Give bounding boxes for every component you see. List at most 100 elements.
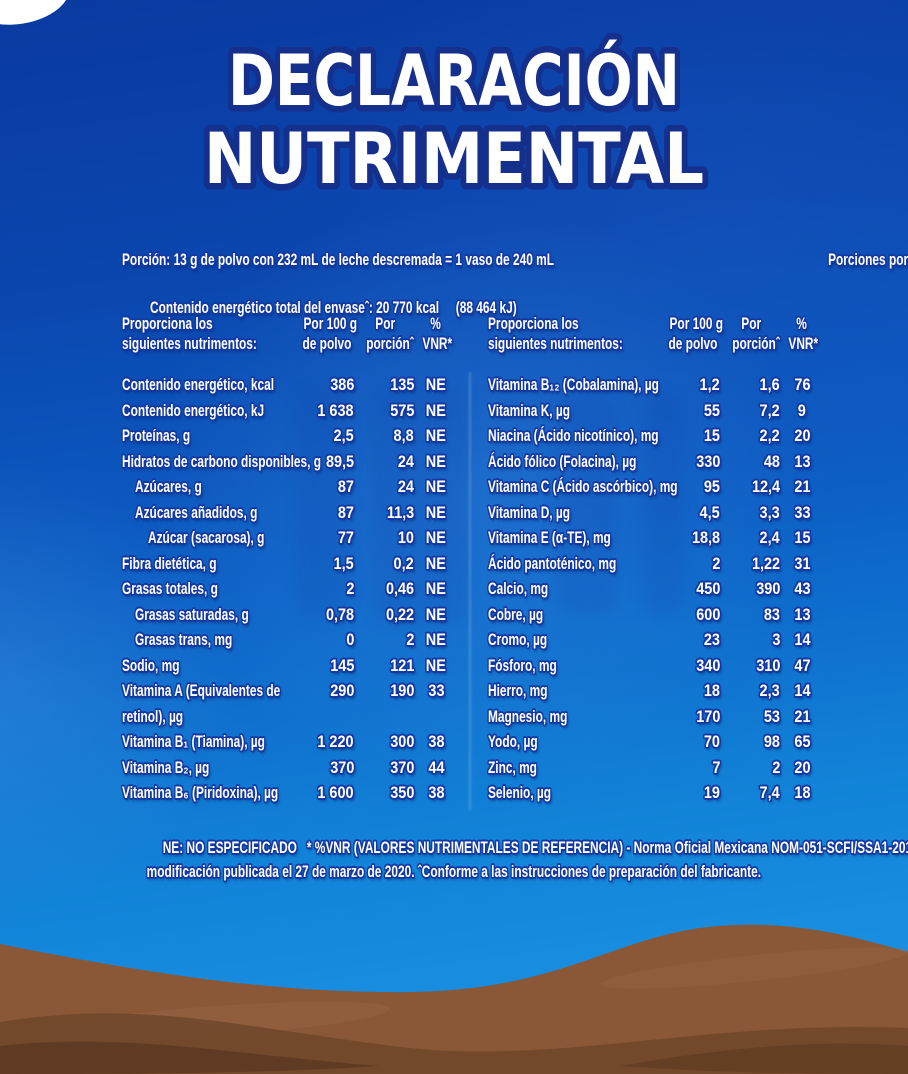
value-per-100g: 18 [703,681,720,700]
nutrient-label: Yodo, µg [488,732,538,751]
value-vnr-percent: 15 [793,528,811,547]
table-row: Vitamina E (α-TE), mg 18,8 2,4 15 [488,525,822,551]
value-vnr-percent: 33 [427,681,445,700]
value-per-100g: 1 600 [317,783,354,802]
value-per-100g: 1,2 [699,375,720,394]
embossed-ghost-shape [296,388,350,620]
table-row: Cobre, µg 600 83 13 [488,602,822,628]
value-per-100g: 370 [329,757,354,777]
table-row: Niacina (Ácido nicotínico), mg 15 2,2 20 [488,423,822,449]
value-per-portion: 0,46 [385,579,414,598]
nutrient-label: Vitamina K, µg [488,400,571,420]
nutrient-label: Vitamina D, µg [488,502,571,522]
title-line-1: DECLARACIÓN [228,40,680,122]
value-per-100g: 15 [703,426,720,445]
table-row: Vitamina A (Equivalentes de retinol), µg… [122,678,456,729]
nutrient-label: Fibra dietética, g [122,553,217,573]
value-per-portion: 10 [397,528,414,547]
value-per-portion: 7,4 [759,783,780,802]
nutrient-label: Vitamina B₁ (Tiamina), µg [122,732,265,751]
table-row: Fibra dietética, g 1,5 0,2 NE [122,551,456,577]
nutrient-label: Niacina (Ácido nicotínico), mg [488,426,659,445]
table-row: Hidratos de carbono disponibles, g 89,5 24… [122,449,456,475]
nutrient-label: Grasas saturadas, g [135,604,249,624]
table-row: Contenido energético, kcal 386 135 NE [122,372,456,398]
value-vnr-percent: NE [425,655,447,675]
table-row: Grasas trans, mg 0 2 NE [122,627,456,653]
table-header: Proporciona los siguientes nutrimentos: … [122,314,456,354]
value-per-portion: 7,2 [759,400,780,420]
table-row: Vitamina K, µg 55 7,2 9 [488,398,822,424]
value-vnr-percent: 14 [793,630,811,649]
value-vnr-percent: 21 [793,706,811,726]
nutrient-label: Fósforo, mg [488,655,557,675]
value-vnr-percent: 13 [793,604,811,624]
value-per-portion: 121 [389,655,414,675]
nutrient-label: Grasas totales, g [122,579,218,598]
nutrient-label: Azúcar (sacarosa), g [148,528,265,547]
value-per-portion: 53 [763,706,780,726]
value-vnr-percent: 18 [793,783,811,802]
value-per-portion: 3 [771,630,780,649]
wave-dark-corner [0,1041,380,1074]
value-per-portion: 1,22 [751,553,780,573]
value-vnr-percent: NE [425,400,447,420]
table-row: Vitamina C (Ácido ascórbico), mg 95 12,4 21 [488,474,822,500]
value-per-portion: 2,4 [759,528,780,547]
value-vnr-percent: 20 [793,757,811,777]
value-per-100g: 87 [337,502,354,522]
nutrient-label: Vitamina A (Equivalentes de retinol), µg [122,681,281,726]
value-per-100g: 340 [695,655,720,675]
value-per-100g: 87 [337,477,354,496]
table-row: Grasas totales, g 2 0,46 NE [122,576,456,602]
value-per-portion: 1,6 [759,375,780,394]
label-content: Porción: 13 g de polvo con 232 mL de lec… [122,250,908,806]
table-header: Proporciona los siguientes nutrimentos: … [488,314,822,354]
nutrient-label: Hidratos de carbono disponibles, g [122,451,322,471]
value-per-portion: 2 [771,757,780,777]
table-row: Hierro, mg 18 2,3 14 [488,678,822,704]
header-per-portion: Por porciónˆ [732,314,780,353]
nutrient-label: Hierro, mg [488,681,548,700]
value-per-100g: 0 [345,630,354,649]
table-rows-left: Contenido energético, kcal 386 135 NE Conten… [122,372,456,806]
value-vnr-percent: 14 [793,681,811,700]
value-per-portion: 0,22 [385,604,414,624]
header-vnr: % VNR* [788,314,819,353]
value-vnr-percent: 20 [793,426,811,445]
value-vnr-percent: NE [425,375,447,394]
value-per-portion: 48 [763,451,780,471]
table-row: Vitamina B₆ (Piridoxina), µg 1 600 350 38 [122,780,456,806]
value-per-100g: 4,5 [699,502,720,522]
header-per-100g: Por 100 g de polvo [668,314,724,353]
table-row: Ácido fólico (Folacina), µg 330 48 13 [488,449,822,475]
value-per-portion: 350 [389,783,414,802]
nutrient-label: Cobre, µg [488,604,544,624]
value-vnr-percent: NE [425,630,447,649]
value-per-portion: 24 [397,477,414,496]
value-per-portion: 3,3 [759,502,780,522]
total-energy-row: Contenido energético total del envaseˆ: … [122,278,822,317]
value-per-100g: 1 638 [317,400,354,420]
nutrient-label: Azúcares, g [135,477,202,496]
table-rows-right: Vitamina B₁₂ (Cobalamina), µg 1,2 1,6 76 Vit… [488,372,822,806]
value-per-portion: 8,8 [393,426,414,445]
value-per-portion: 24 [397,451,414,471]
page-title: DECLARACIÓN NUTRIMENTAL [198,34,711,202]
nutrient-label: Selenio, µg [488,783,552,802]
nutrient-label: Ácido fólico (Folacina), µg [488,451,637,471]
table-row: Sodio, mg 145 121 NE [122,653,456,679]
table-row: Magnesio, mg 170 53 21 [488,704,822,730]
nutrient-label: Azúcares añadidos, g [135,502,258,522]
value-per-100g: 7 [711,757,720,777]
value-vnr-percent: NE [425,451,447,471]
value-per-100g: 170 [695,706,720,726]
nutrition-tables: Proporciona los siguientes nutrimentos: … [122,314,822,806]
nutrient-label: Contenido energético, kJ [122,400,265,420]
value-vnr-percent: 76 [793,375,811,394]
value-per-100g: 77 [337,528,354,547]
nutrient-label: Calcio, mg [488,579,549,598]
embossed-ghost-shape [642,392,684,616]
servings-per-pack-text: Porciones por envase: 153,85 Aprox. [828,250,908,269]
